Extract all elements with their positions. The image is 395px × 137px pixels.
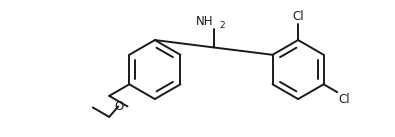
Text: Cl: Cl	[339, 93, 350, 106]
Text: 2: 2	[220, 21, 225, 30]
Text: NH: NH	[196, 15, 213, 28]
Text: Cl: Cl	[292, 10, 304, 23]
Text: O: O	[114, 100, 124, 113]
